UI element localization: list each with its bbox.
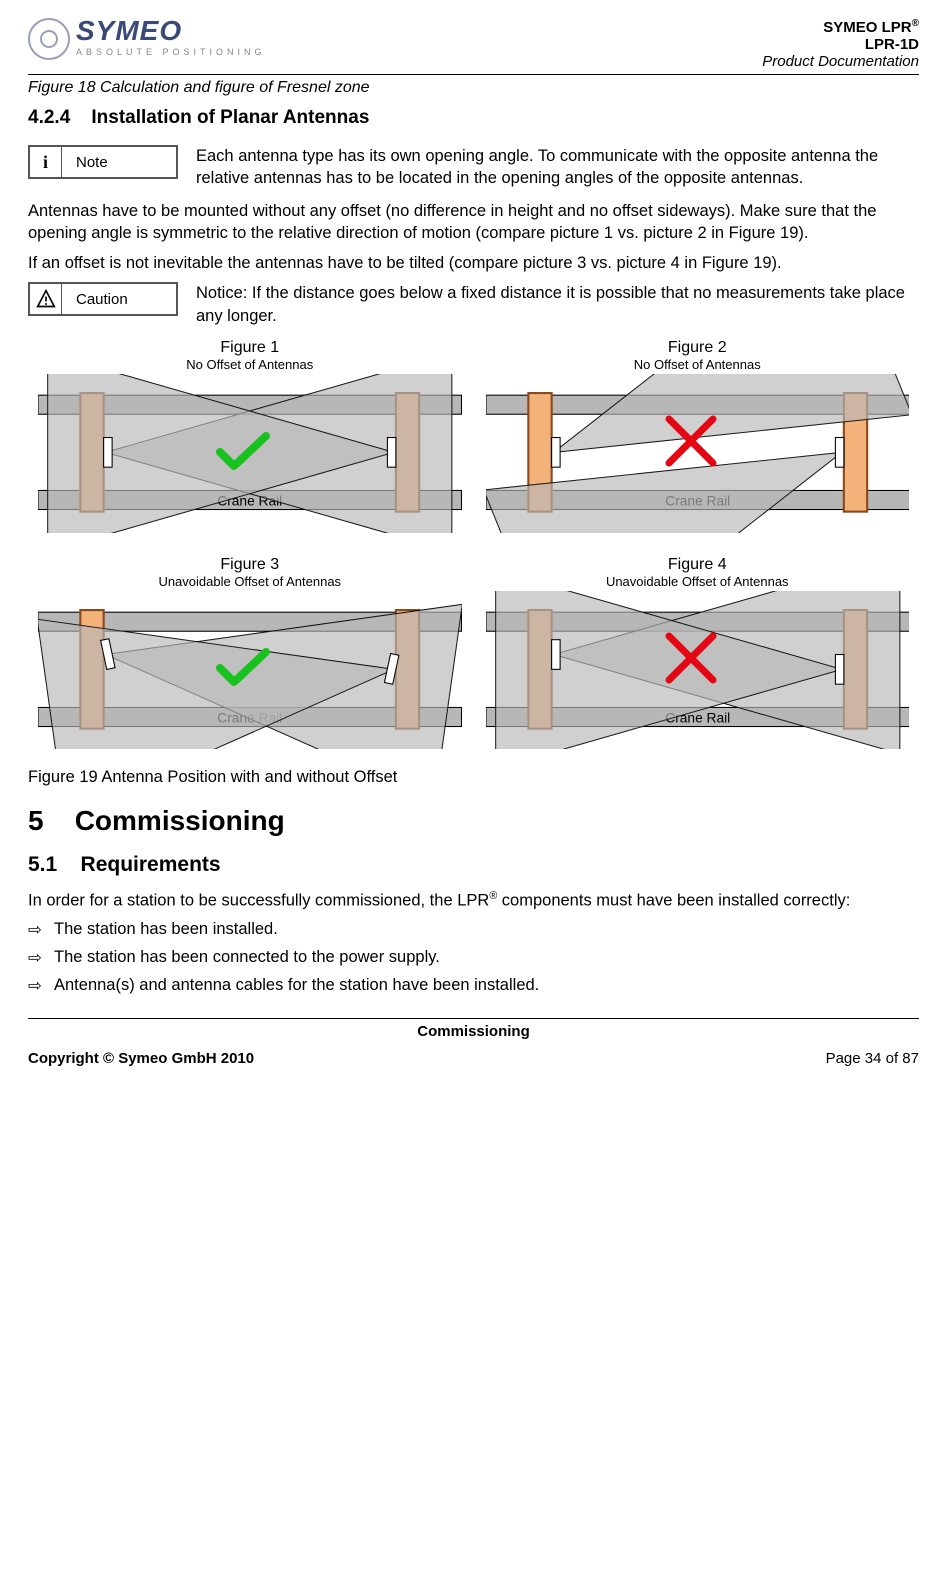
paragraph-1: Antennas have to be mounted without any … [28,200,919,245]
heading-5-title: Commissioning [75,805,285,836]
cross-icon [663,413,719,469]
note-block: i Note Each antenna type has its own ope… [28,145,919,190]
heading-5-1: 5.1 Requirements [28,853,919,877]
note-text: Each antenna type has its own opening an… [196,145,919,190]
logo-tagline: ABSOLUTE POSITIONING [76,47,266,57]
arrow-right-icon: ⇨ [28,948,54,968]
panel-diagram-wrap: Crane Rail [38,591,462,755]
caution-text: Notice: If the distance goes below a fix… [196,282,919,327]
logo-target-icon [28,18,70,60]
figure-panel: Figure 3Unavoidable Offset of Antennas C… [38,556,462,755]
panel-title: Figure 1 [38,339,462,357]
panel-diagram-wrap: Crane Rail [38,374,462,538]
paragraph-2: If an offset is not inevitable the anten… [28,252,919,274]
hdr-model: LPR-1D [762,36,919,53]
heading-51-title: Requirements [81,853,221,876]
footer-section-title: Commissioning [28,1023,919,1040]
page-footer: Commissioning Copyright © Symeo GmbH 201… [28,1018,919,1067]
list-item-text: The station has been installed. [54,920,278,939]
heading-424-num: 4.2.4 [28,107,70,128]
arrow-right-icon: ⇨ [28,976,54,996]
list-item-text: The station has been connected to the po… [54,948,440,967]
req-intro-b: components must have been installed corr… [497,892,850,910]
requirements-list: ⇨The station has been installed.⇨The sta… [28,920,919,996]
cross-icon [663,630,719,686]
heading-51-num: 5.1 [28,853,57,876]
check-icon [216,646,270,688]
figure-panel: Figure 4Unavoidable Offset of Antennas C… [486,556,910,755]
requirements-intro: In order for a station to be successfull… [28,889,919,912]
panel-subtitle: Unavoidable Offset of Antennas [38,574,462,589]
panel-title: Figure 4 [486,556,910,574]
hdr-reg-mark: ® [912,18,919,29]
figure-panel: Figure 2No Offset of Antennas Crane Rail [486,339,910,538]
caution-block: Caution Notice: If the distance goes bel… [28,282,919,327]
footer-copyright: Copyright © Symeo GmbH 2010 [28,1050,254,1067]
panel-diagram-wrap: Crane Rail [486,591,910,755]
heading-5-num: 5 [28,805,44,836]
header-right: SYMEO LPR® LPR-1D Product Documentation [762,18,919,70]
info-icon: i [30,147,62,177]
req-intro-a: In order for a station to be successfull… [28,892,489,910]
arrow-right-icon: ⇨ [28,920,54,940]
heading-424-title: Installation of Planar Antennas [91,107,369,128]
panel-subtitle: No Offset of Antennas [486,357,910,372]
logo-name: SYMEO [76,18,266,43]
list-item: ⇨Antenna(s) and antenna cables for the s… [28,976,919,996]
footer-page-number: Page 34 of 87 [826,1050,919,1067]
caution-badge: Caution [28,282,178,316]
list-item: ⇨The station has been connected to the p… [28,948,919,968]
check-icon [216,430,270,472]
note-badge: i Note [28,145,178,179]
heading-4-2-4: 4.2.4 Installation of Planar Antennas [28,107,919,129]
figure-panel: Figure 1No Offset of Antennas Crane Rail [38,339,462,538]
panel-subtitle: Unavoidable Offset of Antennas [486,574,910,589]
warning-icon [30,284,62,314]
figure19-caption: Figure 19 Antenna Position with and with… [28,768,919,787]
hdr-product-line: SYMEO LPR [823,19,911,36]
list-item-text: Antenna(s) and antenna cables for the st… [54,976,539,995]
caution-label: Caution [62,291,142,308]
panel-title: Figure 2 [486,339,910,357]
figure18-caption: Figure 18 Calculation and figure of Fres… [28,79,919,97]
heading-5: 5 Commissioning [28,805,919,837]
panel-diagram-wrap: Crane Rail [486,374,910,538]
panel-title: Figure 3 [38,556,462,574]
note-label: Note [62,154,122,171]
figure19: Figure 1No Offset of Antennas Crane Rail… [28,339,919,755]
panel-subtitle: No Offset of Antennas [38,357,462,372]
logo: SYMEO ABSOLUTE POSITIONING [28,18,266,60]
hdr-doc-type: Product Documentation [762,53,919,70]
list-item: ⇨The station has been installed. [28,920,919,940]
page-header: SYMEO ABSOLUTE POSITIONING SYMEO LPR® LP… [28,18,919,75]
